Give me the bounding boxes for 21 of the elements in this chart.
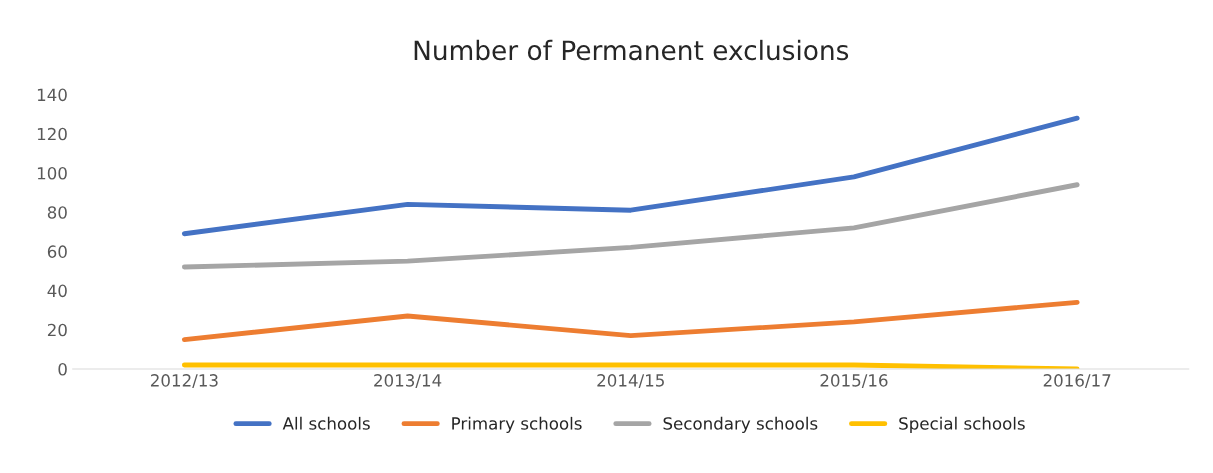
x-tick-label: 2015/16 [820,374,888,389]
y-tick-label: 80 [47,206,67,219]
legend-label: All schools [282,416,370,430]
y-tick-label: 40 [47,284,67,298]
y-tick-label: 0 [58,362,67,376]
legend-label: Secondary schools [663,416,818,433]
y-tick-label: 120 [37,127,67,141]
legend-label: Primary schools [452,416,582,433]
y-tick-label: 140 [37,88,67,102]
line-series [181,182,1080,270]
legend-label: Special schools [899,416,1025,433]
y-tick-label: 60 [47,245,67,258]
line-series [181,115,1080,237]
chart-title: Number of Permanent exclusions [414,39,849,61]
x-tick-label: 2014/15 [597,374,664,389]
y-tick-label: 20 [47,323,67,337]
line-series [181,299,1080,342]
x-tick-label: 2016/17 [1043,374,1111,389]
x-tick-label: 2012/13 [150,374,218,389]
y-tick-label: 100 [37,166,67,180]
x-tick-label: 2013/14 [374,374,442,389]
